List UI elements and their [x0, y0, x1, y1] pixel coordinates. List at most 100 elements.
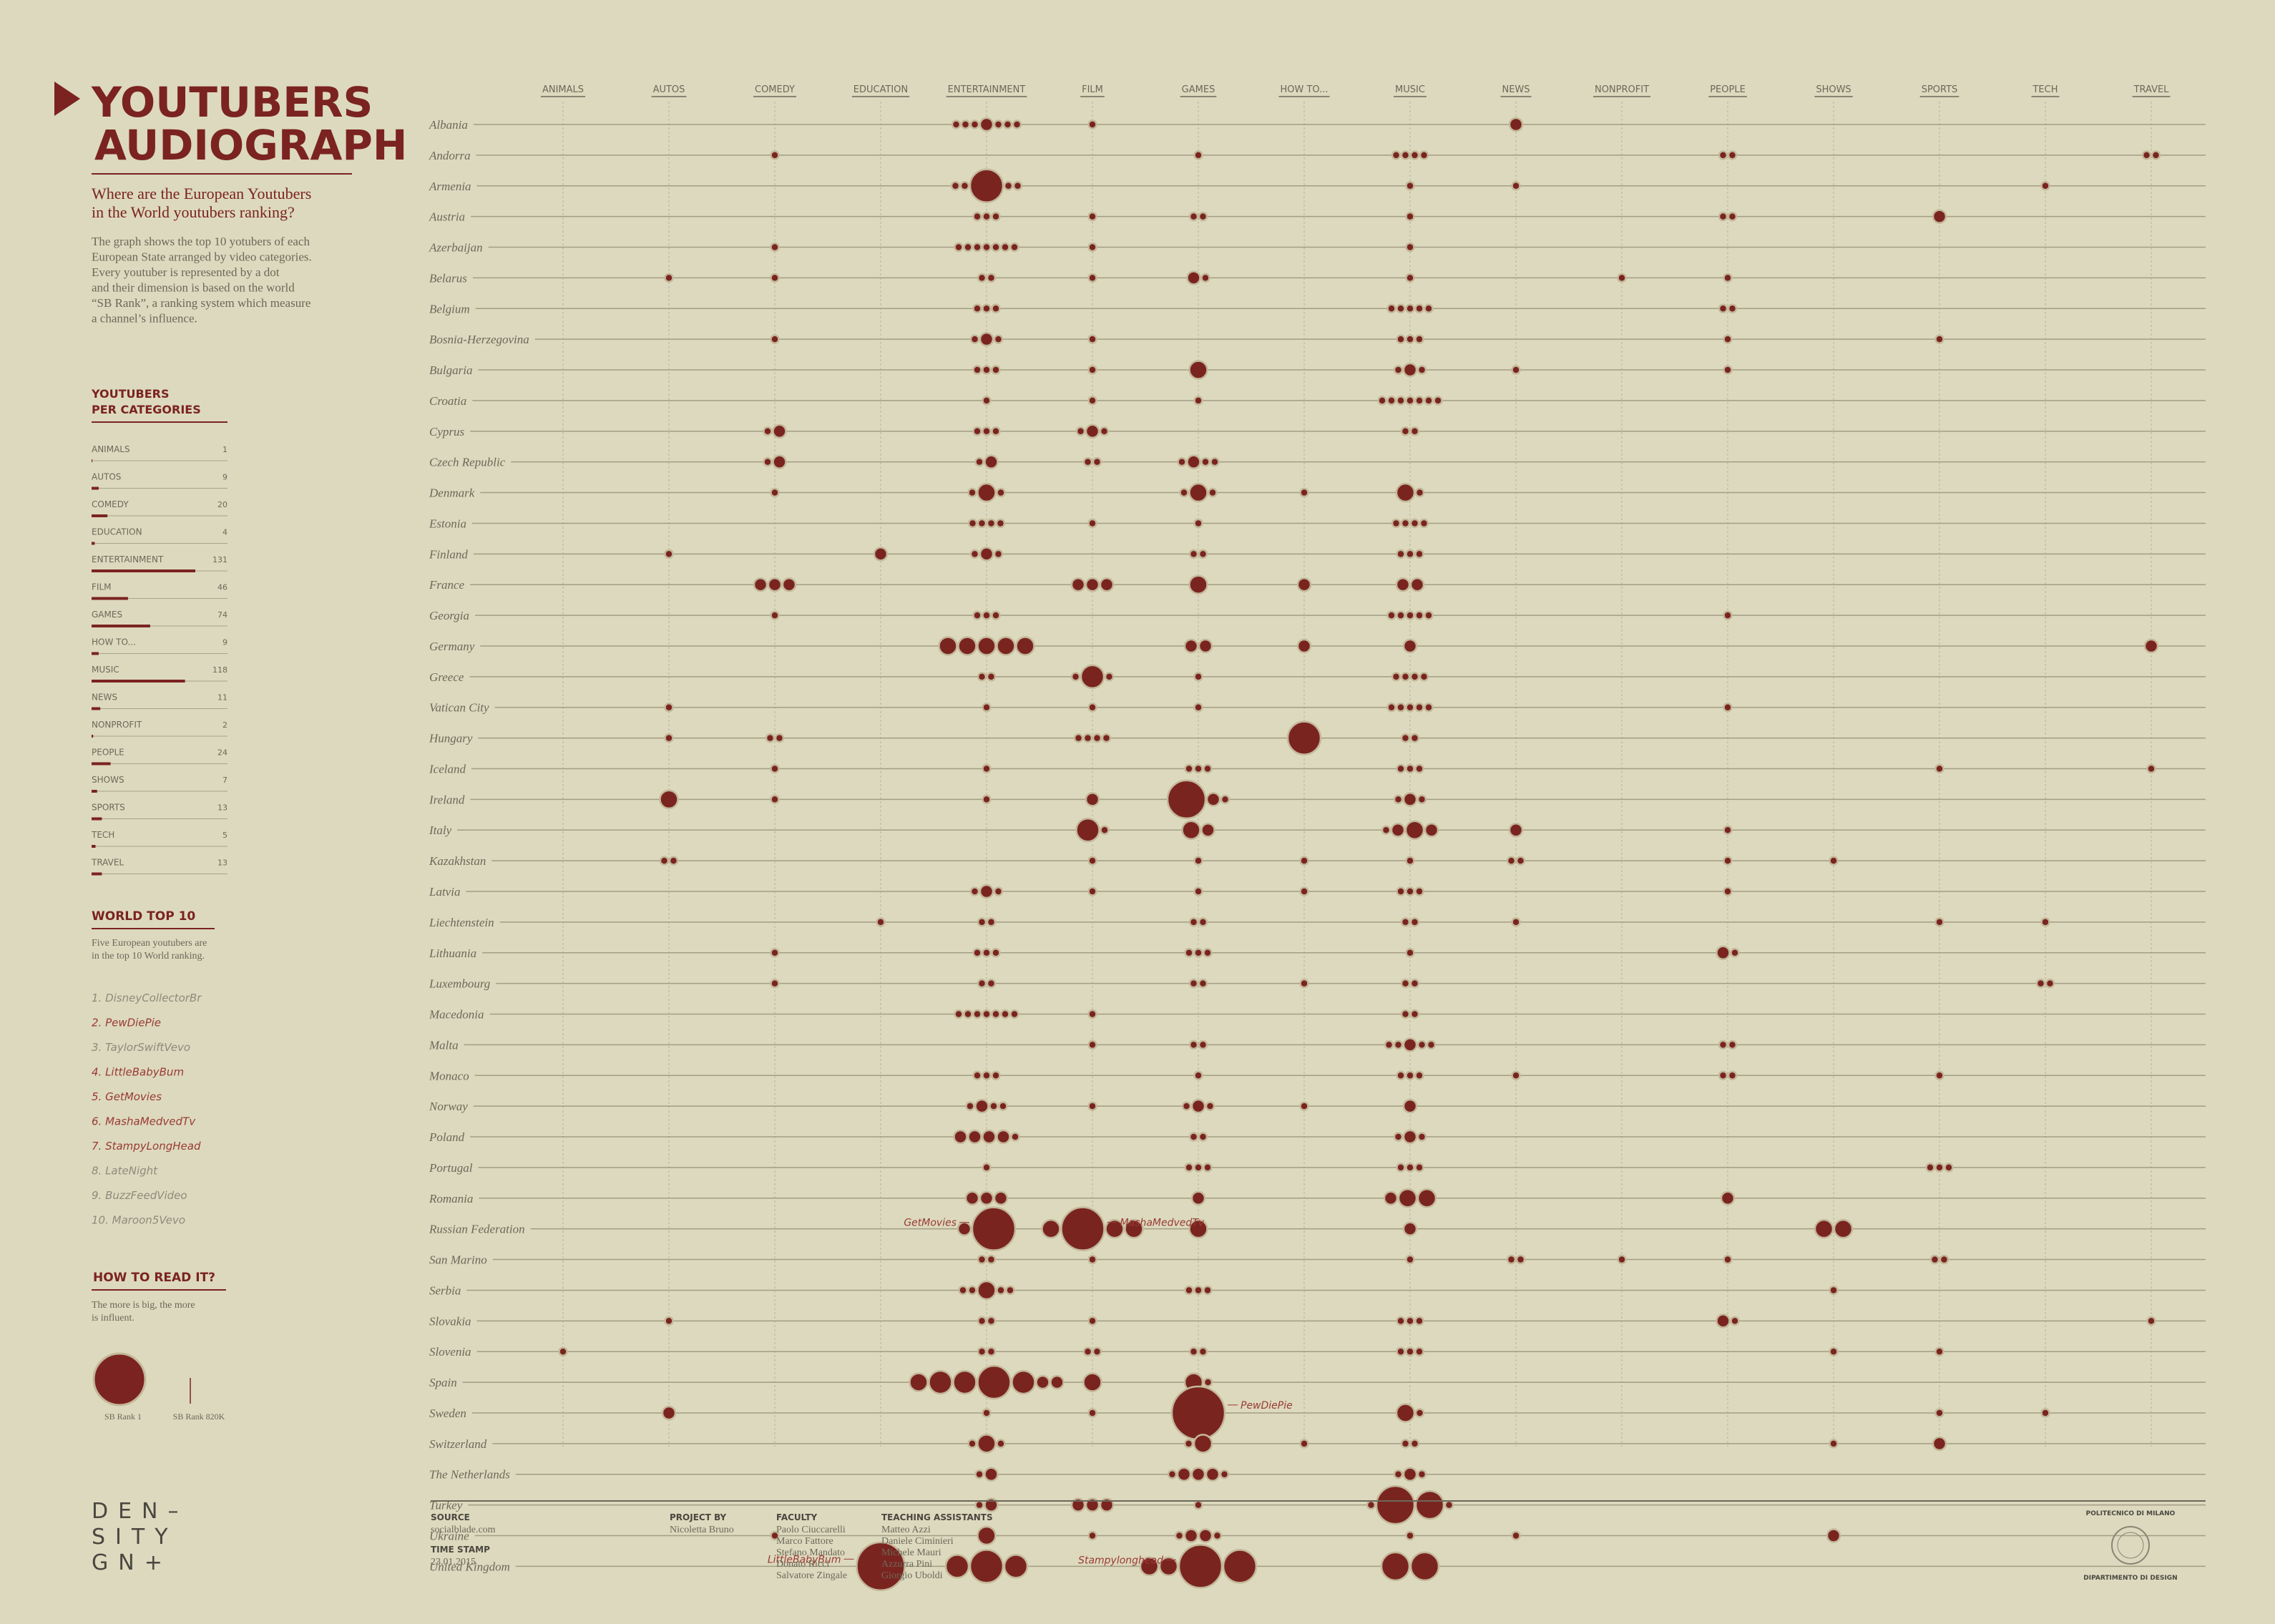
youtuber-dot	[967, 1439, 977, 1449]
youtuber-dot	[1184, 1285, 1194, 1296]
youtuber-dot	[1092, 456, 1102, 467]
youtuber-dot	[1087, 886, 1097, 896]
category-label: HOW TO...	[92, 637, 136, 647]
youtuber-dot	[952, 1369, 977, 1395]
youtuber-dot	[770, 610, 780, 620]
country-label: Bosnia-Herzegovina	[429, 333, 529, 346]
youtuber-dot	[1193, 518, 1203, 529]
youtuber-dot	[1396, 1163, 1406, 1173]
youtuber-dot	[996, 636, 1016, 656]
youtuber-dot	[1934, 1346, 1944, 1356]
youtuber-dot	[969, 168, 1004, 204]
youtuber-dot	[1087, 119, 1097, 129]
youtuber-dot	[957, 1221, 972, 1236]
youtuber-dot	[1011, 1369, 1036, 1395]
youtuber-dot	[1050, 1374, 1065, 1390]
column-header: TECH	[2032, 84, 2058, 95]
youtuber-dot	[1716, 1314, 1731, 1329]
youtuber-dot	[1723, 1254, 1733, 1265]
youtuber-dot	[984, 1497, 999, 1512]
youtuber-dot	[1188, 360, 1208, 380]
youtuber-dot	[972, 242, 982, 253]
youtuber-dot	[1087, 396, 1097, 406]
description: The graph shows the top 10 yotubers of e…	[92, 235, 310, 248]
youtuber-dot	[1508, 822, 1524, 838]
youtuber-dot	[1934, 917, 1944, 927]
footer-text: Nicoletta Bruno	[670, 1525, 734, 1535]
youtuber-dot	[1723, 702, 1733, 713]
youtuber-dot	[1405, 242, 1415, 253]
column-header: COMEDY	[755, 84, 795, 95]
description: and their dimension is based on the worl…	[92, 281, 295, 295]
youtuber-dot	[770, 763, 780, 774]
youtuber-dot	[1087, 856, 1097, 866]
youtuber-dot	[986, 518, 997, 529]
youtuber-dot	[1193, 672, 1203, 682]
youtuber-dot	[957, 636, 977, 656]
country-label: Ireland	[429, 793, 465, 806]
youtuber-dot	[984, 454, 999, 469]
youtuber-dot	[1391, 672, 1401, 682]
youtuber-dot	[1833, 1218, 1854, 1239]
youtuber-dot	[974, 1500, 984, 1510]
youtuber-dot	[1386, 610, 1396, 620]
youtuber-dot	[986, 1254, 997, 1265]
youtuber-dot	[982, 426, 992, 436]
column-header: MUSIC	[1395, 84, 1425, 95]
youtuber-dot	[1390, 822, 1406, 838]
dots	[558, 117, 2161, 1592]
top10-item: 10. Maroon5Vevo	[92, 1214, 185, 1227]
youtuber-dot	[1198, 1528, 1213, 1543]
youtuber-dot	[1395, 1403, 1416, 1423]
category-label: NEWS	[92, 693, 117, 703]
country-label: Monaco	[429, 1069, 469, 1082]
youtuber-dot	[1405, 1346, 1415, 1356]
youtuber-dot	[1414, 487, 1425, 498]
youtuber-dot	[1414, 1346, 1424, 1356]
column-header: SHOWS	[1816, 84, 1851, 95]
youtuber-dot	[969, 549, 980, 559]
youtuber-dot	[963, 1009, 973, 1019]
youtuber-dot	[959, 181, 970, 191]
youtuber-dot	[1391, 518, 1401, 529]
youtuber-dot	[1087, 1101, 1097, 1111]
country-label: Turkey	[429, 1499, 463, 1512]
column-header: NEWS	[1502, 84, 1530, 95]
youtuber-dot	[993, 886, 1004, 896]
youtuber-dot	[2141, 150, 2152, 160]
panel-title: YOUTUBERS	[91, 387, 169, 401]
youtuber-dot	[1932, 209, 1947, 224]
subtitle: in the World youtubers ranking?	[92, 203, 295, 221]
youtuber-dot	[1183, 638, 1199, 654]
youtuber-dot	[1176, 1467, 1192, 1482]
youtuber-dot	[1299, 487, 1309, 498]
youtuber-dot	[991, 1070, 1001, 1081]
youtuber-dot	[951, 119, 962, 129]
youtuber-dot	[1400, 672, 1411, 682]
youtuber-dot	[977, 273, 987, 283]
institution: POLITECNICO DI MILANO	[2086, 1510, 2176, 1517]
country-label: Luxembourg	[429, 977, 490, 991]
youtuber-dot	[1012, 119, 1022, 129]
title-line: AUDIOGRAPH	[94, 121, 407, 170]
youtuber-dot	[1087, 242, 1097, 253]
youtuber-dot	[1299, 978, 1309, 989]
youtuber-dot	[991, 303, 1001, 314]
youtuber-dot	[1405, 610, 1415, 620]
youtuber-dot	[1203, 1163, 1213, 1173]
youtuber-dot	[977, 1280, 997, 1301]
category-count: 4	[222, 528, 228, 537]
country-label: Serbia	[429, 1283, 461, 1297]
youtuber-dot	[1009, 242, 1019, 253]
youtuber-dot	[1299, 1101, 1309, 1111]
category-label: GAMES	[92, 610, 122, 620]
youtuber-dot	[2146, 763, 2156, 774]
youtuber-dot	[1391, 150, 1401, 160]
youtuber-dot	[1085, 577, 1100, 592]
youtuber-dot	[1087, 211, 1097, 222]
youtuber-dot	[979, 884, 994, 899]
youtuber-dot	[1515, 856, 1526, 866]
category-count: 24	[217, 748, 228, 758]
youtuber-dot	[1409, 672, 1420, 682]
youtuber-dot	[1193, 763, 1203, 774]
